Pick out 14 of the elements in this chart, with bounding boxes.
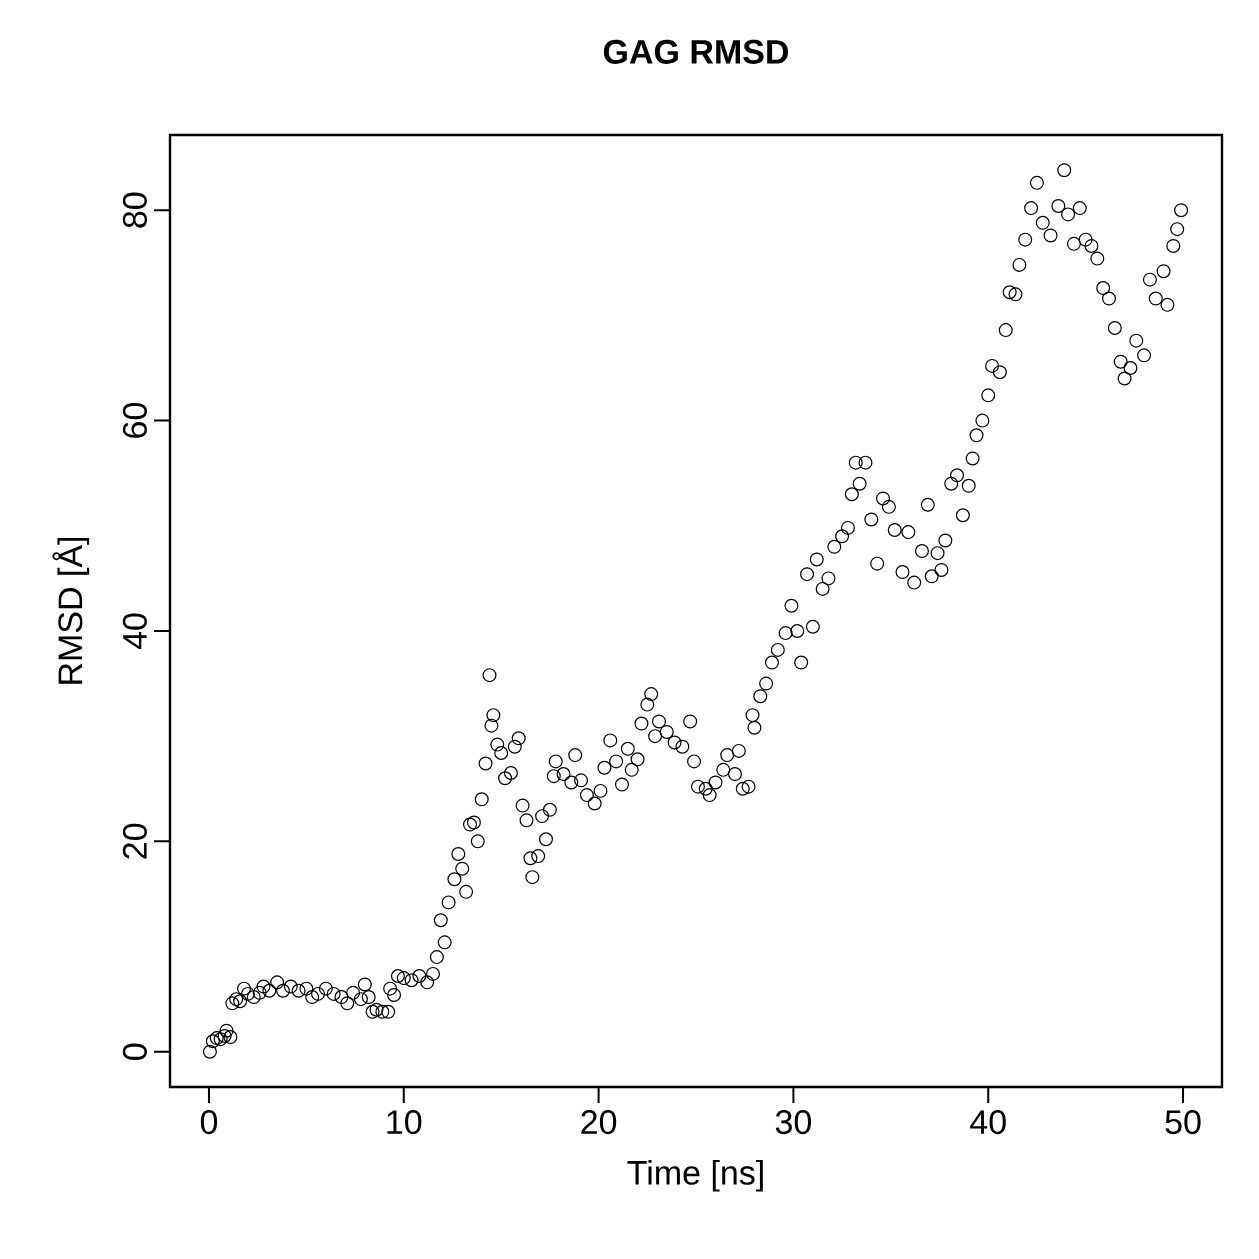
x-tick-label: 50 bbox=[1165, 1110, 1201, 1135]
x-axis-title: Time [ns] bbox=[627, 1159, 763, 1192]
chart-title: GAG RMSD bbox=[603, 39, 789, 64]
x-tick-label: 40 bbox=[970, 1110, 1006, 1135]
x-tick-label: 0 bbox=[200, 1110, 218, 1135]
y-tick-label: 20 bbox=[122, 823, 147, 859]
x-tick-label: 30 bbox=[775, 1110, 811, 1135]
y-tick-label: 40 bbox=[122, 613, 147, 650]
y-tick-label: 0 bbox=[122, 1043, 147, 1060]
x-tick-label: 10 bbox=[387, 1110, 422, 1135]
x-tick-label: 20 bbox=[581, 1110, 617, 1135]
y-axis-title: RMSD [Å] bbox=[52, 537, 90, 684]
y-tick-label: 80 bbox=[122, 192, 147, 228]
y-tick-label: 60 bbox=[122, 403, 147, 438]
